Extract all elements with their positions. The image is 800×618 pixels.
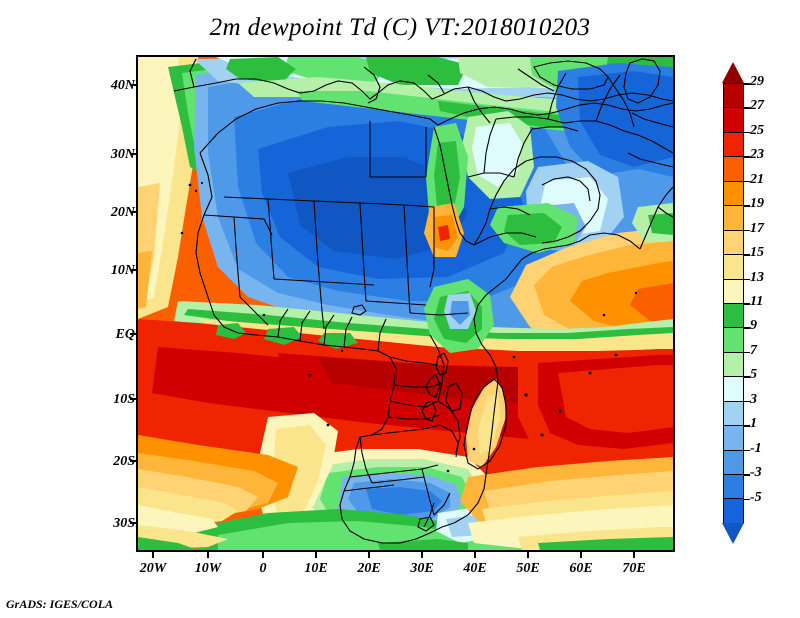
lon-tick-10w (207, 552, 209, 558)
colorbar-band (724, 499, 743, 524)
colorbar-tick-label: 25 (750, 122, 764, 138)
colorbar-band (724, 84, 743, 109)
colorbar-tick (744, 303, 750, 305)
lon-tick-20w (152, 552, 154, 558)
colorbar-extend-above (722, 62, 744, 83)
colorbar-tick (744, 229, 750, 232)
colorbar-tick (744, 400, 750, 403)
lon-tick-30e (421, 552, 423, 558)
lon-label-70e: 70E (622, 561, 646, 576)
colorbar-band (724, 206, 743, 231)
colorbar-band (724, 475, 743, 500)
lat-tick-10n (130, 269, 136, 271)
lat-label-30s: 30S (113, 516, 135, 531)
lat-label-10n: 10N (110, 263, 135, 278)
colorbar-tick-label: 27 (750, 98, 764, 114)
colorbar-tick (744, 498, 750, 501)
colorbar-tick (744, 83, 750, 85)
colorbar-tick (744, 205, 750, 207)
colorbar-tick (744, 107, 750, 109)
lon-label-0: 0 (259, 561, 267, 576)
lon-label-20w: 20W (139, 561, 167, 576)
colorbar-tick (744, 474, 750, 476)
footer-credit: GrADS: IGES/COLA (6, 597, 114, 611)
colorbar-tick-label: 11 (750, 294, 764, 309)
colorbar-extend-below (722, 523, 744, 544)
colorbar-tick-label: 9 (750, 318, 757, 334)
colorbar-band (724, 157, 743, 182)
colorbar-tick-label: 1 (750, 416, 757, 432)
colorbar-tick-label: 29 (750, 74, 764, 89)
lat-tick-30n (130, 153, 136, 155)
lon-label-10e: 10E (304, 561, 328, 576)
colorbar-tick (744, 449, 750, 452)
colorbar-tick (744, 327, 750, 329)
colorbar-tick (744, 425, 750, 427)
lon-tick-40e (474, 552, 476, 558)
colorbar-band (724, 352, 743, 378)
colorbar-tick (744, 254, 750, 256)
colorbar-tick-label: 15 (750, 245, 764, 261)
lat-label-30n: 30N (110, 147, 135, 162)
colorbar-band (724, 450, 743, 475)
colorbar-tick (744, 351, 750, 354)
colorbar-band (724, 255, 743, 280)
colorbar-tick-label: -1 (750, 440, 762, 456)
lon-label-50e: 50E (516, 561, 540, 576)
lon-label-60e: 60E (569, 561, 593, 576)
colorbar-band (724, 377, 743, 402)
colorbar-tick (744, 156, 750, 158)
colorbar-band (724, 426, 743, 451)
lat-tick-20s (130, 460, 136, 462)
lat-tick-40n (130, 84, 136, 86)
lat-label-eq: EQ (115, 327, 135, 342)
lat-tick-10s (130, 398, 136, 400)
colorbar-tick-label: -3 (750, 465, 762, 481)
colorbar-tick (744, 180, 750, 183)
colorbar-tick-label: 7 (750, 342, 757, 358)
colorbar-tick-label: 17 (750, 220, 764, 236)
lat-tick-30s (130, 522, 136, 524)
colorbar-tick (744, 131, 750, 134)
colorbar-tick-label: 19 (750, 196, 764, 212)
colorbar-band (724, 181, 743, 207)
lon-label-40e: 40E (463, 561, 487, 576)
colorbar-band (724, 401, 743, 427)
lat-tick-eq (130, 333, 136, 335)
colorbar-tick-label: 3 (750, 391, 757, 407)
lat-label-40n: 40N (110, 78, 135, 93)
colorbar-tick-label: -5 (750, 489, 762, 505)
page-title: 2m dewpoint Td (C) VT:2018010203 (209, 14, 591, 41)
colorbar-band (724, 230, 743, 256)
lon-tick-0 (262, 552, 264, 558)
colorbar-band (724, 303, 743, 329)
lon-tick-60e (580, 552, 582, 558)
colorbar-tick (744, 278, 750, 281)
lon-tick-10e (315, 552, 317, 558)
colorbar-tick-label: 13 (750, 269, 764, 285)
lon-label-30e: 30E (410, 561, 434, 576)
lat-label-20s: 20S (113, 454, 135, 469)
lon-tick-50e (527, 552, 529, 558)
colorbar-tick-label: 23 (750, 147, 764, 163)
colorbar-band (724, 328, 743, 353)
colorbar-tick-label: 21 (750, 171, 764, 187)
lat-label-20n: 20N (110, 205, 135, 220)
lon-tick-70e (633, 552, 635, 558)
colorbar-band (724, 279, 743, 304)
lon-label-20e: 20E (357, 561, 381, 576)
lat-tick-20n (130, 211, 136, 213)
colorbar[interactable] (723, 83, 744, 524)
colorbar-band (724, 108, 743, 133)
colorbar-tick (744, 376, 750, 378)
dewpoint-field (138, 57, 673, 550)
lat-label-10s: 10S (113, 392, 135, 407)
lon-tick-20e (368, 552, 370, 558)
map-plot-area (136, 55, 675, 552)
colorbar-tick-label: 5 (750, 367, 757, 383)
colorbar-band (724, 132, 743, 158)
lon-label-10w: 10W (194, 561, 222, 576)
